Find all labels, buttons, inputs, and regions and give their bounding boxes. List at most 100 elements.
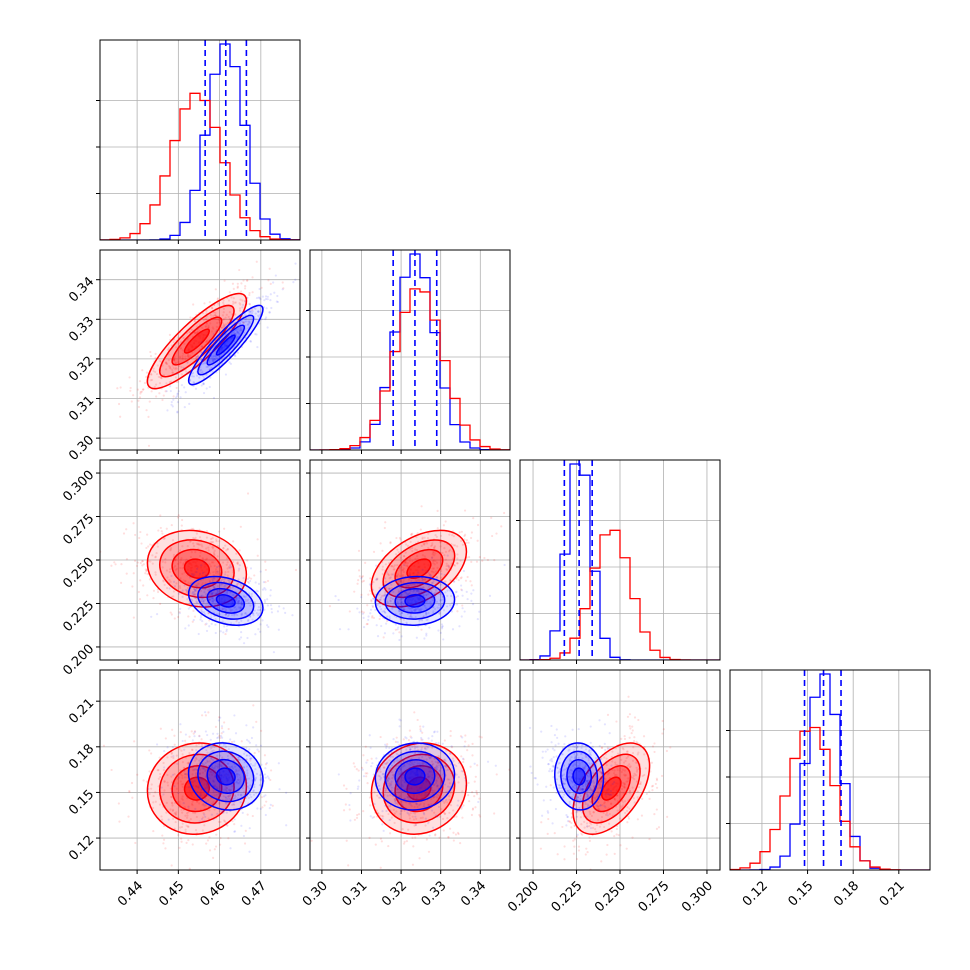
scatter-point xyxy=(239,321,242,324)
scatter-point xyxy=(456,553,459,556)
scatter-point xyxy=(411,532,414,535)
scatter-point xyxy=(187,811,190,814)
scatter-point xyxy=(622,748,625,751)
scatter-point xyxy=(416,746,419,749)
scatter-point xyxy=(378,768,381,771)
scatter-point xyxy=(584,853,587,856)
scatter-point xyxy=(178,747,181,751)
scatter-point xyxy=(201,362,204,365)
scatter-point xyxy=(165,811,168,814)
scatter-point xyxy=(256,590,259,593)
scatter-point xyxy=(218,793,221,796)
scatter-point xyxy=(181,798,184,801)
scatter-point xyxy=(231,755,235,758)
scatter-point xyxy=(196,790,199,793)
scatter-point xyxy=(178,612,181,615)
scatter-point xyxy=(445,562,448,565)
scatter-point xyxy=(584,755,587,758)
scatter-point xyxy=(246,636,249,640)
scatter-point xyxy=(568,792,571,795)
scatter-point xyxy=(404,770,407,773)
scatter-point xyxy=(203,598,207,601)
scatter-point xyxy=(239,601,243,604)
scatter-point xyxy=(175,582,178,585)
scatter-point xyxy=(393,821,396,825)
scatter-point xyxy=(583,820,586,823)
scatter-point xyxy=(398,586,401,589)
scatter-point xyxy=(386,779,389,782)
scatter-point xyxy=(248,310,251,313)
scatter-point xyxy=(474,806,477,809)
scatter-point xyxy=(399,768,403,771)
scatter-point xyxy=(142,779,145,782)
scatter-point xyxy=(186,355,190,358)
scatter-point xyxy=(222,547,225,550)
scatter-point xyxy=(169,611,172,614)
scatter-point xyxy=(383,632,387,635)
scatter-point xyxy=(231,586,234,589)
scatter-point xyxy=(415,797,418,801)
scatter-point xyxy=(266,295,269,298)
scatter-point xyxy=(237,756,240,759)
scatter-point xyxy=(606,713,610,716)
scatter-point xyxy=(434,534,437,537)
scatter-point xyxy=(224,544,227,547)
scatter-point xyxy=(200,610,203,613)
scatter-point xyxy=(403,764,406,768)
scatter-point xyxy=(386,743,389,746)
scatter-point xyxy=(222,795,225,798)
scatter-point xyxy=(587,789,590,792)
scatter-point xyxy=(411,546,414,550)
scatter-point xyxy=(440,625,444,629)
scatter-point xyxy=(414,608,417,611)
scatter-point xyxy=(601,746,604,749)
scatter-point xyxy=(146,573,149,576)
scatter-point xyxy=(249,311,252,314)
scatter-point xyxy=(437,794,440,797)
scatter-point xyxy=(254,777,257,780)
scatter-point xyxy=(116,387,119,390)
scatter-point xyxy=(257,310,260,313)
scatter-point xyxy=(273,291,276,294)
scatter-point xyxy=(180,384,184,387)
scatter-point xyxy=(403,797,406,800)
scatter-point xyxy=(225,549,228,552)
scatter-point xyxy=(179,340,183,344)
scatter-point xyxy=(203,794,206,797)
scatter-point xyxy=(230,765,233,769)
scatter-point xyxy=(202,319,206,322)
scatter-point xyxy=(212,577,215,580)
scatter-point xyxy=(238,606,242,609)
scatter-point xyxy=(414,836,417,839)
scatter-point xyxy=(201,326,204,330)
scatter-point xyxy=(129,386,132,390)
scatter-point xyxy=(208,625,211,628)
scatter-point xyxy=(362,611,365,614)
scatter-point xyxy=(436,815,439,818)
scatter-point xyxy=(435,765,438,768)
scatter-point xyxy=(181,811,184,814)
scatter-point xyxy=(141,560,144,563)
scatter-point xyxy=(150,373,153,376)
scatter-point xyxy=(239,303,242,306)
scatter-point xyxy=(257,605,261,609)
scatter-point xyxy=(212,359,215,363)
scatter-point xyxy=(231,755,234,758)
scatter-point xyxy=(236,582,239,585)
scatter-point xyxy=(464,579,468,582)
scatter-point xyxy=(391,597,394,601)
scatter-point xyxy=(467,744,470,747)
scatter-point xyxy=(186,761,189,765)
scatter-point xyxy=(641,774,644,778)
scatter-point xyxy=(169,367,172,370)
scatter-point xyxy=(426,597,429,601)
scatter-point xyxy=(414,548,417,551)
scatter-point xyxy=(408,817,411,820)
scatter-point xyxy=(406,564,409,567)
scatter-point xyxy=(425,780,428,783)
scatter-point xyxy=(222,631,225,634)
scatter-point xyxy=(224,786,227,789)
scatter-point xyxy=(269,589,272,592)
scatter-point xyxy=(217,365,221,368)
scatter-point xyxy=(171,746,174,749)
